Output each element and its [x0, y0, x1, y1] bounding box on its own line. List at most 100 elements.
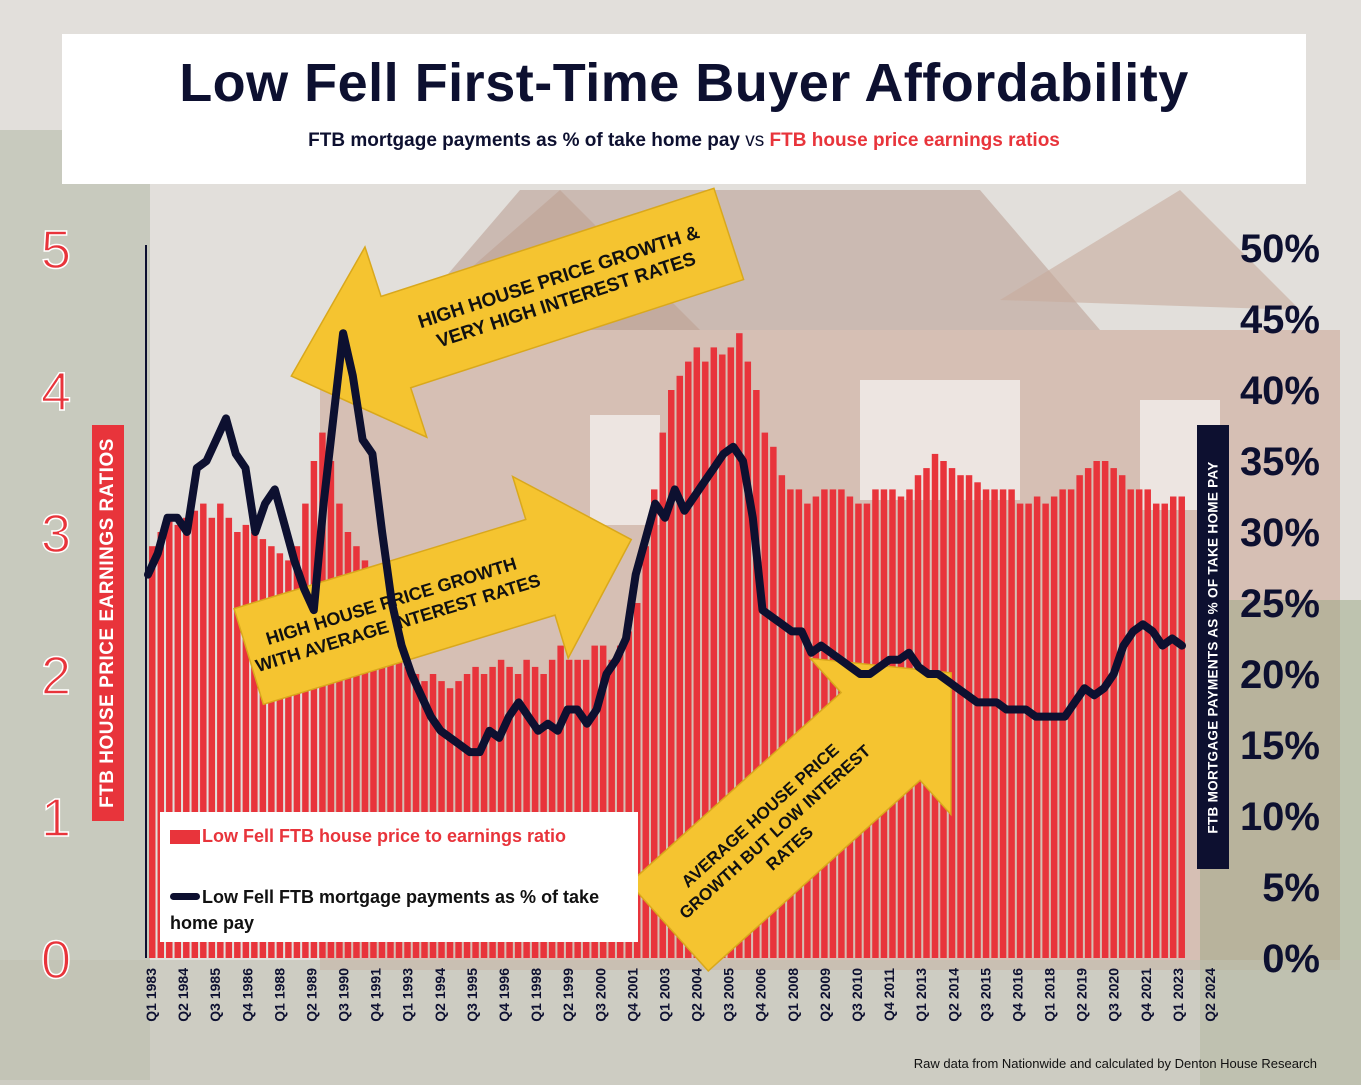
left-axis-label: FTB HOUSE PRICE EARNINGS RATIOS — [92, 425, 124, 821]
x-tick-label: Q4 2001 — [624, 968, 640, 1022]
bar — [753, 390, 760, 958]
bar — [166, 517, 173, 958]
bar — [991, 489, 998, 958]
bar — [744, 361, 752, 959]
left-tick-label: 4 — [41, 362, 71, 422]
bar — [651, 489, 658, 958]
x-tick-label: Q4 1986 — [239, 968, 255, 1022]
bar — [727, 347, 735, 958]
x-tick-label: Q2 1999 — [560, 968, 576, 1022]
bar — [225, 517, 233, 958]
left-tick-label: 1 — [41, 788, 71, 848]
bar — [268, 546, 275, 958]
left-axis-ticks: 0 1 2 3 4 5 — [40, 219, 72, 991]
bar — [1127, 489, 1134, 958]
bar — [293, 546, 301, 958]
bar — [1059, 489, 1066, 958]
bar — [633, 603, 641, 958]
bar — [353, 546, 360, 958]
right-tick-label: 50% — [1240, 227, 1320, 271]
x-tick-label: Q3 2010 — [849, 968, 865, 1022]
bar — [344, 532, 352, 958]
left-tick-label: 2 — [41, 646, 71, 706]
right-tick-label: 15% — [1240, 724, 1320, 768]
bar — [591, 645, 598, 958]
annotation-arrow-1: HIGH HOUSE PRICE GROWTH &VERY HIGH INTER… — [290, 187, 745, 439]
bar — [710, 347, 718, 958]
bar — [378, 631, 386, 958]
x-tick-label: Q1 1983 — [143, 968, 159, 1022]
right-tick-label: 20% — [1240, 653, 1320, 697]
bar — [625, 631, 632, 958]
bar — [1135, 489, 1143, 958]
x-tick-label: Q2 1994 — [432, 968, 448, 1022]
right-tick-label: 25% — [1240, 582, 1320, 626]
right-tick-label: 35% — [1240, 440, 1320, 484]
x-tick-label: Q4 2016 — [1010, 968, 1026, 1022]
bar — [361, 560, 369, 958]
bar — [974, 482, 981, 958]
bar — [1110, 468, 1117, 958]
bar — [548, 659, 556, 958]
bar — [982, 489, 990, 958]
bar — [1093, 461, 1100, 958]
bar — [702, 361, 709, 959]
x-tick-label: Q4 2011 — [881, 968, 897, 1021]
bar — [557, 645, 564, 958]
bar — [1170, 496, 1177, 958]
x-tick-label: Q2 2024 — [1202, 968, 1218, 1022]
bar — [497, 659, 505, 958]
x-tick-label: Q2 2014 — [945, 968, 961, 1022]
x-tick-label: Q4 2006 — [753, 968, 769, 1022]
bar — [217, 503, 224, 958]
right-axis-label: FTB MORTGAGE PAYMENTS AS % OF TAKE HOME … — [1197, 425, 1229, 869]
arrow-shape — [233, 474, 633, 706]
bar — [1067, 489, 1075, 958]
bar — [642, 546, 649, 958]
bar — [259, 539, 267, 958]
right-tick-label: 10% — [1240, 795, 1320, 839]
x-tick-label: Q3 2000 — [592, 968, 608, 1022]
bar — [565, 659, 573, 958]
bar — [999, 489, 1007, 958]
bar — [149, 546, 156, 958]
bar — [1152, 503, 1160, 958]
bar — [948, 468, 956, 958]
right-axis-ticks: 0% 5% 10% 15% 20% 25% 30% 35% 40% 45% 50% — [1240, 227, 1320, 981]
bar — [200, 503, 207, 958]
x-tick-label: Q2 2004 — [689, 968, 705, 1022]
x-tick-label: Q2 1989 — [304, 968, 320, 1022]
bar — [157, 532, 164, 958]
x-tick-label: Q3 2015 — [977, 968, 993, 1022]
right-tick-label: 45% — [1240, 298, 1320, 342]
bar — [778, 475, 786, 958]
bar — [770, 446, 777, 958]
bar — [1033, 496, 1041, 958]
bar — [685, 361, 692, 959]
bar — [1008, 489, 1015, 958]
subtitle-vs: vs — [745, 130, 765, 151]
bar — [395, 659, 403, 958]
bar — [208, 517, 216, 958]
legend-item-line: Low Fell FTB mortgage payments as % of t… — [170, 887, 600, 933]
x-tick-label: Q2 2009 — [817, 968, 833, 1022]
legend-item-bars: Low Fell FTB house price to earnings rat… — [170, 826, 566, 847]
left-tick-label: 5 — [41, 220, 71, 280]
x-tick-label: Q3 2020 — [1106, 968, 1122, 1022]
bar — [327, 461, 335, 958]
arrow-shape — [290, 187, 745, 439]
bar — [1042, 503, 1049, 958]
bar — [761, 432, 769, 959]
bar — [183, 517, 190, 958]
line-series — [144, 329, 1186, 757]
x-tick-label: Q1 2013 — [913, 968, 929, 1022]
bar — [387, 645, 394, 958]
x-tick-label: Q4 1991 — [368, 968, 384, 1022]
x-tick-label: Q2 2019 — [1074, 968, 1090, 1022]
bar — [1016, 503, 1024, 958]
bar — [370, 603, 377, 958]
bar — [574, 659, 581, 958]
x-tick-label: Q1 1998 — [528, 968, 544, 1022]
bar — [1118, 475, 1126, 958]
x-tick-label: Q3 1990 — [336, 968, 352, 1022]
